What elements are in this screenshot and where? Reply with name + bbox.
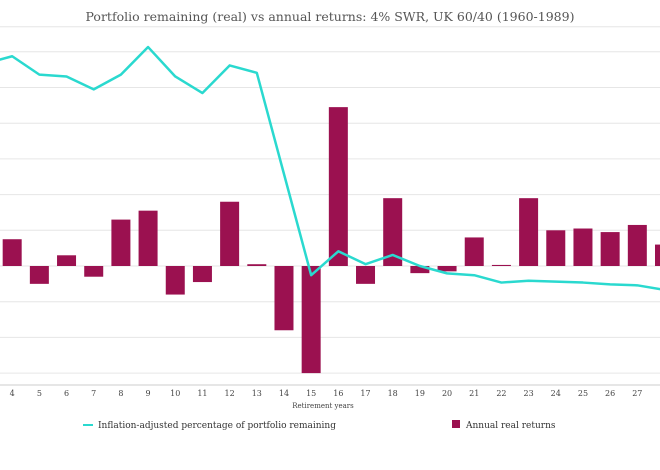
portfolio-remaining-line — [0, 45, 660, 291]
bar — [138, 210, 158, 266]
line-series — [0, 45, 660, 291]
x-tick-label: 12 — [225, 389, 235, 398]
bar — [600, 232, 620, 266]
bar — [573, 228, 593, 266]
x-tick-label: 19 — [415, 389, 425, 398]
bar — [519, 198, 539, 266]
x-tick-label: 6 — [64, 389, 69, 398]
bar — [57, 255, 77, 266]
legend-bar-label: Annual real returns — [465, 421, 556, 431]
bar — [111, 219, 131, 266]
x-tick-label: 10 — [170, 389, 180, 398]
x-tick-label: 13 — [252, 389, 262, 398]
bar — [491, 264, 511, 266]
bar — [437, 266, 457, 272]
x-tick-label: 7 — [91, 389, 96, 398]
x-tick-label: 20 — [442, 389, 452, 398]
bar-series — [2, 107, 660, 374]
x-tick-label: 24 — [551, 389, 561, 398]
bar — [220, 201, 240, 266]
bar — [247, 264, 267, 266]
bar — [29, 266, 49, 284]
x-tick-label: 16 — [333, 389, 343, 398]
x-tick-label: 4 — [10, 389, 15, 398]
x-tick-label: 9 — [146, 389, 151, 398]
x-tick-label: 26 — [605, 389, 615, 398]
bar — [410, 266, 430, 274]
bar — [356, 266, 376, 284]
x-axis-ticks: 4 5 6 7 8 9 10 11 12 13 14 15 16 17 18 19 20 21 22 23 24 25 26… — [10, 389, 643, 398]
bar — [546, 230, 566, 266]
gridlines — [0, 26, 660, 386]
x-tick-label: 8 — [118, 389, 123, 398]
legend: Inflation-adjusted percentage of portfol… — [83, 420, 556, 431]
bar — [192, 266, 212, 283]
x-tick-label: 18 — [388, 389, 398, 398]
legend-line-label: Inflation-adjusted percentage of portfol… — [98, 421, 336, 431]
x-tick-label: 11 — [197, 389, 207, 398]
bar — [2, 239, 22, 266]
bar — [84, 266, 104, 277]
legend-bar-swatch — [452, 420, 460, 428]
bar — [383, 198, 403, 266]
bar — [464, 237, 484, 266]
x-tick-label: 14 — [279, 389, 289, 398]
x-tick-label: 17 — [360, 389, 370, 398]
bar — [655, 244, 660, 266]
bar — [627, 224, 647, 266]
x-tick-label: 22 — [496, 389, 506, 398]
chart-title: Portfolio remaining (real) vs annual ret… — [86, 9, 575, 24]
bar — [328, 107, 348, 266]
x-tick-label: 23 — [524, 389, 534, 398]
x-tick-label: 25 — [578, 389, 588, 398]
bar — [301, 266, 321, 374]
x-tick-label: 15 — [306, 389, 316, 398]
bar — [165, 266, 185, 295]
x-tick-label: 27 — [632, 389, 642, 398]
x-axis-label: Retirement years — [292, 402, 354, 410]
x-tick-label: 5 — [37, 389, 42, 398]
bar — [274, 266, 294, 331]
x-tick-label: 21 — [469, 389, 479, 398]
